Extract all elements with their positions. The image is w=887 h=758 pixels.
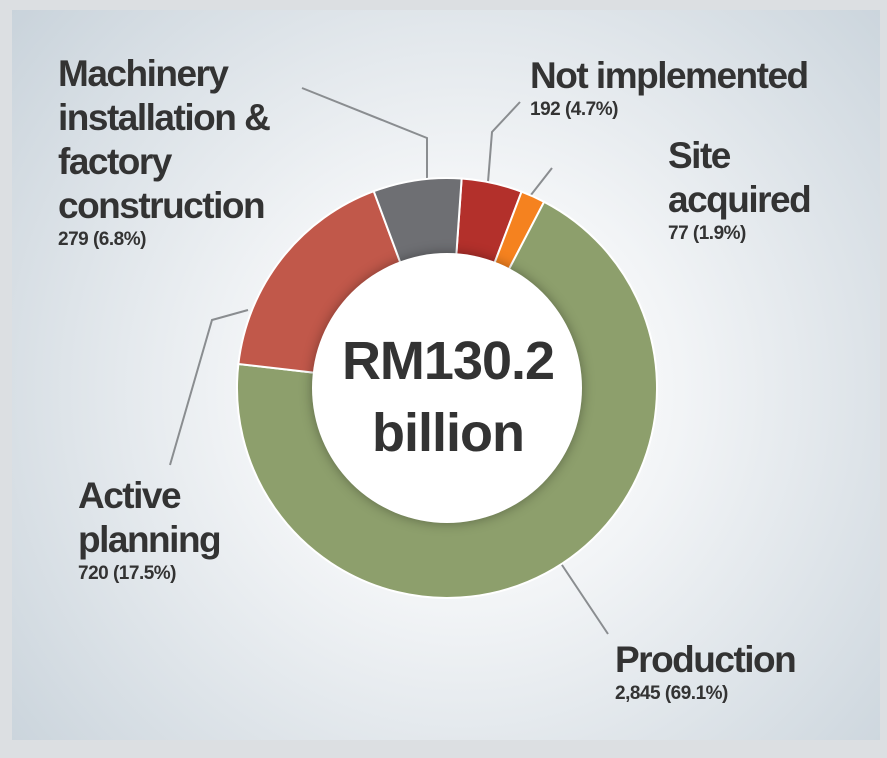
value-label: 720 (17.5%) [78,563,177,584]
center-label: RM130.2 billion [341,331,555,463]
category-label: Production [615,639,797,680]
label-group: Machinery installation & factory constru… [58,52,298,252]
leader-line [301,87,428,182]
category-label: Not implemented [530,55,809,96]
value-label: 192 (4.7%) [530,99,618,120]
donut-svg [169,87,658,635]
leader-lines [169,87,609,635]
category-label: Site acquired [668,135,812,220]
value-label: 77 (1.9%) [668,223,746,244]
category-label: Machinery installation & factory constru… [58,53,271,226]
leader-line [169,309,249,466]
label-group: Active planning 720 (17.5%) [78,474,268,586]
label-group: Production 2,845 (69.1%) [615,638,875,706]
label-group: Site acquired 77 (1.9%) [668,134,838,246]
label-group: Not implemented 192 (4.7%) [530,54,860,122]
donut-hole [312,253,582,523]
category-label: Active planning [78,475,222,560]
value-label: 2,845 (69.1%) [615,683,728,704]
value-label: 279 (6.8%) [58,229,146,250]
leader-line [559,561,609,635]
chart: RM130.2 billion Not implemented 192 (4.7… [12,10,880,740]
leader-line [487,101,521,183]
